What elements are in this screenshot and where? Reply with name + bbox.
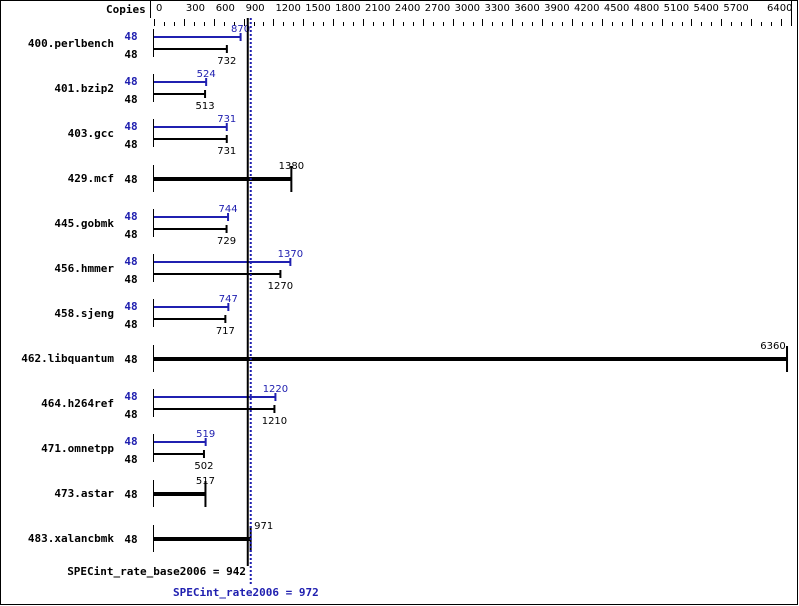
axis-tick-label: 1800 [335, 3, 360, 14]
benchmark-label: 458.sjeng [54, 307, 114, 320]
copies-header: Copies [106, 3, 146, 16]
axis-tick-label: 0 [156, 3, 162, 14]
axis-tick-label: 300 [186, 3, 205, 14]
base-copies: 48 [124, 533, 137, 546]
peak-value-label: 744 [219, 204, 238, 215]
axis-tick-label: 3000 [455, 3, 480, 14]
axis-tick-label: 3600 [514, 3, 539, 14]
axis-tick-label: 1500 [305, 3, 330, 14]
base-copies: 48 [124, 318, 137, 331]
axis-tick-label: 900 [246, 3, 265, 14]
benchmark-row: 471.omnetpp 48 519 48 502 [41, 429, 215, 472]
base-value-label: 971 [254, 521, 273, 532]
base-value-label: 517 [196, 476, 215, 487]
axis-tick-label: 4500 [604, 3, 629, 14]
base-value-label: 1210 [262, 416, 287, 427]
peak-value-label: 731 [217, 114, 236, 125]
base-copies: 48 [124, 273, 137, 286]
benchmark-label: 400.perlbench [28, 37, 114, 50]
axis-tick-label: 4800 [634, 3, 659, 14]
base-value-label: 731 [217, 146, 236, 157]
axis-tick-label: 2400 [395, 3, 420, 14]
peak-value-label: 747 [219, 294, 238, 305]
benchmark-label: 456.hmmer [54, 262, 114, 275]
peak-copies: 48 [124, 255, 137, 268]
base-value-label: 717 [216, 326, 235, 337]
base-copies: 48 [124, 138, 137, 151]
base-value-label: 729 [217, 236, 236, 247]
axis-tick-label: 3900 [544, 3, 569, 14]
base-copies: 48 [124, 93, 137, 106]
benchmark-row: 400.perlbench 48 870 48 732 [28, 24, 250, 67]
benchmark-row: 429.mcf 48 1380 [68, 161, 304, 192]
peak-copies: 48 [124, 300, 137, 313]
peak-copies: 48 [124, 30, 137, 43]
base-value-label: 6360 [760, 341, 785, 352]
axis-tick-label: 2100 [365, 3, 390, 14]
benchmark-row: 456.hmmer 48 1370 48 1270 [54, 249, 303, 292]
benchmark-row: 483.xalancbmk 48 971 [28, 521, 273, 552]
reference-lines [246, 18, 252, 585]
base-copies: 48 [124, 488, 137, 501]
benchmark-label: 471.omnetpp [41, 442, 114, 455]
peak-copies: 48 [124, 210, 137, 223]
benchmark-label: 464.h264ref [41, 397, 114, 410]
base-value-label: 502 [194, 461, 213, 472]
base-copies: 48 [124, 408, 137, 421]
axis-tick-label: 3300 [484, 3, 509, 14]
bars: 400.perlbench 48 870 48 732 401.bzip2 48 524 48 5… [21, 24, 789, 552]
base-copies: 48 [124, 228, 137, 241]
benchmark-row: 403.gcc 48 731 48 731 [68, 114, 237, 157]
axis-tick-label: 5700 [723, 3, 748, 14]
benchmark-row: 462.libquantum 48 6360 [21, 341, 789, 372]
peak-value-label: 1370 [278, 249, 303, 260]
benchmark-row: 401.bzip2 48 524 48 513 [54, 69, 215, 112]
benchmark-row: 458.sjeng 48 747 48 717 [54, 294, 238, 337]
base-value-label: 513 [196, 101, 215, 112]
benchmark-label: 462.libquantum [21, 352, 114, 365]
axis-tick-label: 600 [216, 3, 235, 14]
base-copies: 48 [124, 173, 137, 186]
peak-copies: 48 [124, 120, 137, 133]
benchmark-label: 473.astar [54, 487, 114, 500]
peak-value-label: 524 [197, 69, 216, 80]
base-copies: 48 [124, 48, 137, 61]
base-value-label: 1380 [279, 161, 304, 172]
benchmark-label: 445.gobmk [54, 217, 114, 230]
axis-tick-label: 1200 [275, 3, 300, 14]
axis-tick-label: 6400 [767, 3, 792, 14]
axis-tick-label: 5400 [693, 3, 718, 14]
peak-copies: 48 [124, 75, 137, 88]
benchmark-label: 429.mcf [68, 172, 114, 185]
axis-tick-label: 2700 [425, 3, 450, 14]
peak-copies: 48 [124, 390, 137, 403]
benchmark-row: 464.h264ref 48 1220 48 1210 [41, 384, 288, 427]
peak-value-label: 870 [231, 24, 250, 35]
benchmark-label: 401.bzip2 [54, 82, 114, 95]
benchmark-row: 445.gobmk 48 744 48 729 [54, 204, 237, 247]
axis-tick-label: 4200 [574, 3, 599, 14]
axis-tick-label: 5100 [664, 3, 689, 14]
peak-value-label: 519 [196, 429, 215, 440]
x-axis: 0 300 600 900 1200 1500 1800 2100 2400 2700 3000 33… [154, 1, 792, 26]
benchmark-label: 403.gcc [68, 127, 114, 140]
base-value-label: 1270 [268, 281, 293, 292]
base-summary-label: SPECint_rate_base2006 = 942 [67, 565, 246, 578]
benchmark-row: 473.astar 48 517 [54, 476, 215, 507]
peak-value-label: 1220 [263, 384, 288, 395]
base-value-label: 732 [217, 56, 236, 67]
base-copies: 48 [124, 453, 137, 466]
peak-copies: 48 [124, 435, 137, 448]
benchmark-label: 483.xalancbmk [28, 532, 114, 545]
base-copies: 48 [124, 353, 137, 366]
peak-summary-label: SPECint_rate2006 = 972 [173, 586, 319, 599]
